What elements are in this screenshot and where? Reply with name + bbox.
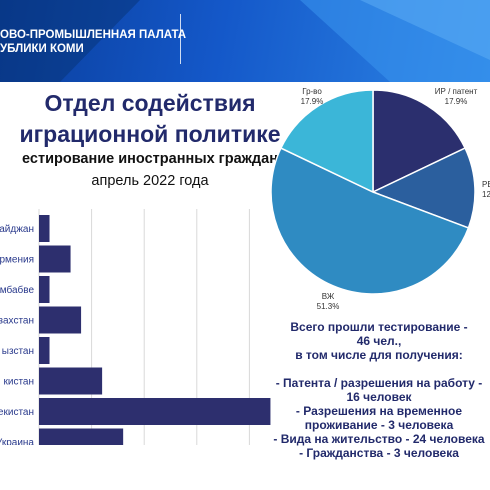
bar	[39, 398, 271, 425]
slice-label: ИР / патент	[435, 87, 478, 96]
slice-percent: 51.3%	[317, 302, 340, 311]
pie-slice	[371, 147, 476, 229]
testing-summary: Всего прошли тестирование - 46 чел., в т…	[268, 320, 490, 460]
pie-slice	[372, 89, 467, 194]
summary-line: - Патента / разрешения на работу -	[275, 376, 483, 390]
org-name-line2: УБЛИКИ КОМИ	[0, 43, 84, 55]
summary-line: - Вида на жительство - 24 человека	[273, 432, 485, 446]
summary-line: 46 чел.,	[356, 334, 402, 348]
category-label: рмения	[0, 255, 34, 266]
slice-label: РВ	[482, 180, 490, 189]
slice-percent: 17.9%	[445, 97, 468, 106]
department-title-line2: играционной политике	[19, 121, 281, 147]
summary-line: проживание - 3 человека	[304, 418, 454, 432]
category-label: мбабве	[0, 284, 34, 296]
country-bar-chart: айджан рмения мбабве захстан ызстан кистан еки…	[0, 209, 271, 446]
slice-label: Гр-во	[302, 87, 322, 96]
department-title-line1: Отдел содействия	[44, 90, 256, 116]
pie-slice	[270, 147, 470, 295]
category-label: ызстан	[2, 346, 34, 357]
category-label: екистан	[0, 407, 34, 418]
slice-label: ВЖ	[322, 292, 335, 301]
category-label: айджан	[0, 224, 34, 235]
bar	[39, 367, 103, 395]
bar	[39, 306, 82, 334]
bar	[39, 337, 50, 364]
org-name-line1: ОВО-ПРОМЫШЛЕННАЯ ПАЛАТА	[0, 29, 187, 41]
summary-line: - Разрешения на временное	[295, 404, 463, 418]
pie-slice	[279, 89, 374, 194]
summary-line: - Гражданства - 3 человека	[299, 446, 459, 460]
bar	[39, 428, 124, 445]
department-title: Отдел содействия играционной политике	[0, 88, 300, 150]
header-decoration	[0, 0, 490, 82]
category-label: кистан	[3, 377, 34, 388]
slide-subtitle: естирование иностранных граждан	[22, 151, 278, 167]
category-label: захстан	[0, 316, 34, 327]
summary-gap	[268, 362, 490, 376]
header-banner: ОВО-ПРОМЫШЛЕННАЯ ПАЛАТА УБЛИКИ КОМИ	[0, 0, 490, 82]
bar	[39, 215, 50, 242]
org-name: ОВО-ПРОМЫШЛЕННАЯ ПАЛАТА УБЛИКИ КОМИ	[0, 28, 186, 56]
header-divider	[180, 14, 181, 64]
summary-line: 16 человек	[346, 390, 412, 404]
slice-percent: 17.9%	[301, 97, 324, 106]
period-label: апрель 2022 года	[91, 173, 209, 189]
bar	[39, 276, 50, 303]
bar	[39, 245, 71, 273]
category-label: Украина	[0, 438, 34, 446]
summary-line: Всего прошли тестирование -	[290, 320, 468, 334]
summary-line: в том числе для получения:	[295, 348, 463, 362]
slice-percent: 12.	[482, 190, 490, 199]
